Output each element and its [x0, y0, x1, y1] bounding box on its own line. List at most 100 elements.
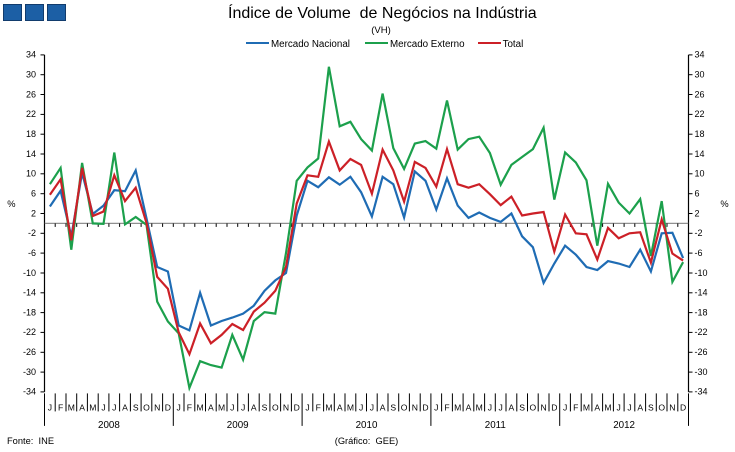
svg-text:26: 26	[26, 89, 36, 99]
svg-text:A: A	[79, 402, 85, 412]
svg-text:A: A	[122, 402, 128, 412]
svg-text:J: J	[305, 402, 309, 412]
svg-text:2011: 2011	[485, 420, 506, 431]
svg-text:N: N	[412, 402, 418, 412]
svg-text:A: A	[594, 402, 600, 412]
svg-text:6: 6	[31, 189, 36, 199]
svg-text:2009: 2009	[227, 420, 249, 431]
svg-text:F: F	[316, 402, 321, 412]
svg-text:A: A	[380, 402, 386, 412]
svg-text:-34: -34	[695, 387, 708, 397]
svg-text:A: A	[466, 402, 472, 412]
svg-text:M: M	[89, 402, 96, 412]
svg-text:S: S	[262, 402, 268, 412]
svg-text:14: 14	[26, 149, 36, 159]
svg-text:J: J	[617, 402, 621, 412]
svg-text:A: A	[208, 402, 214, 412]
svg-text:-6: -6	[695, 248, 703, 258]
svg-text:N: N	[669, 402, 675, 412]
svg-text:J: J	[112, 402, 116, 412]
svg-text:-18: -18	[695, 307, 708, 317]
svg-text:A: A	[509, 402, 515, 412]
svg-text:-22: -22	[23, 327, 36, 337]
svg-text:J: J	[48, 402, 52, 412]
svg-text:F: F	[187, 402, 192, 412]
svg-text:22: 22	[26, 109, 36, 119]
svg-text:O: O	[143, 402, 150, 412]
svg-text:-30: -30	[695, 367, 708, 377]
svg-text:M: M	[583, 402, 590, 412]
svg-text:J: J	[488, 402, 492, 412]
svg-text:34: 34	[26, 50, 36, 60]
svg-text:N: N	[540, 402, 546, 412]
svg-text:J: J	[370, 402, 374, 412]
svg-text:J: J	[434, 402, 438, 412]
svg-text:F: F	[444, 402, 449, 412]
svg-text:-18: -18	[23, 307, 36, 317]
svg-text:J: J	[627, 402, 631, 412]
svg-text:-10: -10	[23, 268, 36, 278]
svg-text:J: J	[241, 402, 245, 412]
svg-text:D: D	[294, 402, 300, 412]
svg-text:D: D	[165, 402, 171, 412]
svg-text:D: D	[551, 402, 557, 412]
svg-text:O: O	[272, 402, 279, 412]
svg-text:10: 10	[695, 169, 705, 179]
svg-text:O: O	[658, 402, 665, 412]
svg-text:%: %	[720, 199, 728, 209]
svg-text:10: 10	[26, 169, 36, 179]
svg-text:22: 22	[695, 109, 705, 119]
svg-text:M: M	[68, 402, 75, 412]
svg-text:-26: -26	[695, 347, 708, 357]
svg-text:A: A	[637, 402, 643, 412]
svg-text:14: 14	[695, 149, 705, 159]
svg-text:S: S	[133, 402, 139, 412]
svg-text:26: 26	[695, 89, 705, 99]
svg-text:F: F	[573, 402, 578, 412]
svg-text:M: M	[604, 402, 611, 412]
svg-text:A: A	[251, 402, 257, 412]
svg-text:J: J	[499, 402, 503, 412]
svg-text:2: 2	[695, 208, 700, 218]
svg-text:2010: 2010	[356, 420, 378, 431]
svg-text:D: D	[680, 402, 686, 412]
svg-text:J: J	[101, 402, 105, 412]
svg-text:M: M	[454, 402, 461, 412]
svg-text:A: A	[337, 402, 343, 412]
svg-text:N: N	[283, 402, 289, 412]
svg-text:-34: -34	[23, 387, 36, 397]
svg-text:M: M	[476, 402, 483, 412]
svg-text:M: M	[218, 402, 225, 412]
svg-text:J: J	[359, 402, 363, 412]
svg-text:30: 30	[26, 70, 36, 80]
svg-text:-14: -14	[23, 288, 36, 298]
svg-text:%: %	[7, 199, 15, 209]
svg-text:M: M	[325, 402, 332, 412]
svg-text:J: J	[230, 402, 234, 412]
svg-text:S: S	[519, 402, 525, 412]
svg-text:S: S	[390, 402, 396, 412]
svg-text:30: 30	[695, 70, 705, 80]
svg-text:-10: -10	[695, 268, 708, 278]
svg-text:-26: -26	[23, 347, 36, 357]
svg-text:-22: -22	[695, 327, 708, 337]
svg-text:O: O	[401, 402, 408, 412]
svg-text:-2: -2	[695, 228, 703, 238]
svg-text:M: M	[197, 402, 204, 412]
svg-text:O: O	[530, 402, 537, 412]
svg-text:D: D	[422, 402, 428, 412]
svg-text:-14: -14	[695, 288, 708, 298]
svg-text:34: 34	[695, 50, 705, 60]
svg-text:F: F	[58, 402, 63, 412]
svg-text:18: 18	[26, 129, 36, 139]
svg-text:S: S	[648, 402, 654, 412]
svg-text:-6: -6	[28, 248, 36, 258]
svg-text:N: N	[154, 402, 160, 412]
svg-text:M: M	[347, 402, 354, 412]
svg-text:-30: -30	[23, 367, 36, 377]
svg-text:J: J	[177, 402, 181, 412]
svg-text:J: J	[563, 402, 567, 412]
svg-text:-2: -2	[28, 228, 36, 238]
svg-text:2: 2	[31, 208, 36, 218]
svg-text:6: 6	[695, 189, 700, 199]
